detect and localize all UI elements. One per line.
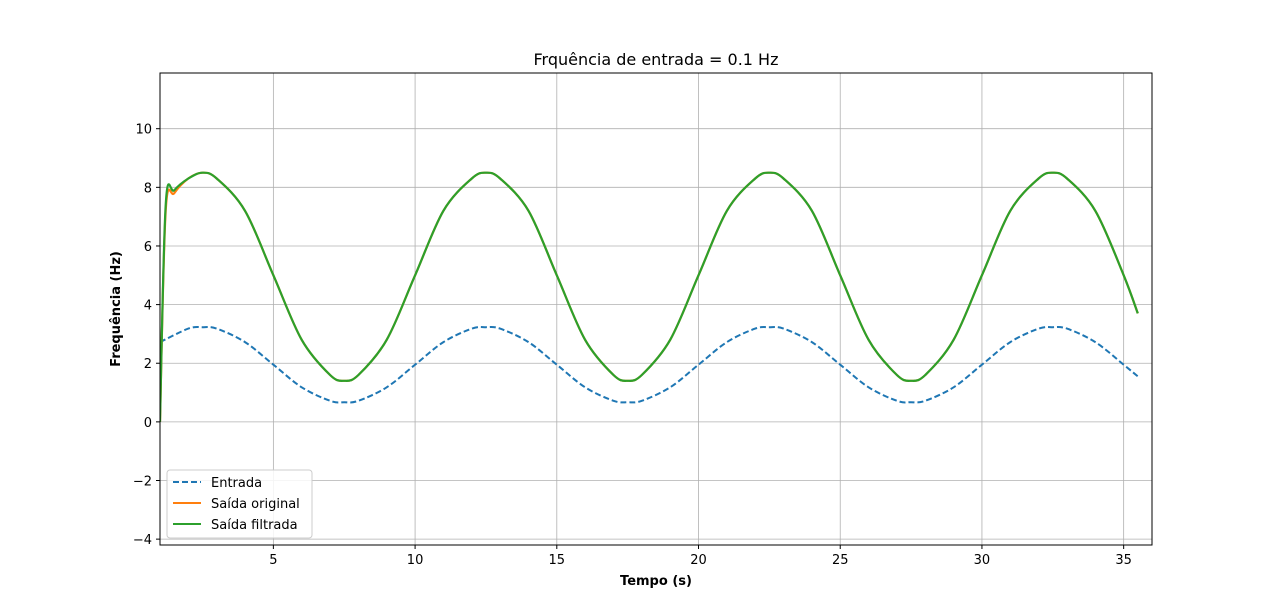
plot-frame: [159, 72, 1153, 546]
series-line-1: [160, 171, 1139, 422]
x-tick-label: 10: [407, 553, 424, 568]
x-axis-title: Tempo (s): [620, 574, 692, 589]
y-tick-label: −4: [133, 533, 152, 548]
legend-box: [166, 469, 313, 539]
legend: Entrada Saída original Saída filtrada: [166, 469, 313, 539]
y-tick-label: 6: [144, 240, 152, 255]
y-tick-label: 8: [144, 181, 152, 196]
y-axis-title: Frequência (Hz): [109, 251, 124, 367]
series-group: [160, 171, 1139, 422]
y-tick-label: −2: [133, 475, 152, 490]
y-tick-label: 2: [144, 357, 152, 372]
x-tick-label: 35: [1115, 553, 1132, 568]
y-tick-label: 4: [144, 299, 152, 314]
x-tick-label: 15: [549, 553, 566, 568]
x-tick-label: 25: [832, 553, 849, 568]
y-tick-label: 10: [135, 123, 152, 138]
legend-label-saida-original: Saída original: [211, 497, 300, 512]
series-line-0: [160, 326, 1139, 404]
x-tick-label: 30: [974, 553, 991, 568]
chart-title: Frquência de entrada = 0.1 Hz: [534, 50, 779, 69]
x-tick-label: 20: [690, 553, 707, 568]
ticks: 5 10 15 20 25 30 35 −4 −2 0 2 4 6 8 10: [133, 123, 1132, 568]
legend-label-entrada: Entrada: [211, 476, 262, 491]
series-line-2: [160, 171, 1139, 422]
y-tick-label: 0: [144, 416, 152, 431]
x-tick-label: 5: [269, 553, 277, 568]
legend-label-saida-filtrada: Saída filtrada: [211, 518, 298, 533]
grid: [160, 73, 1152, 545]
